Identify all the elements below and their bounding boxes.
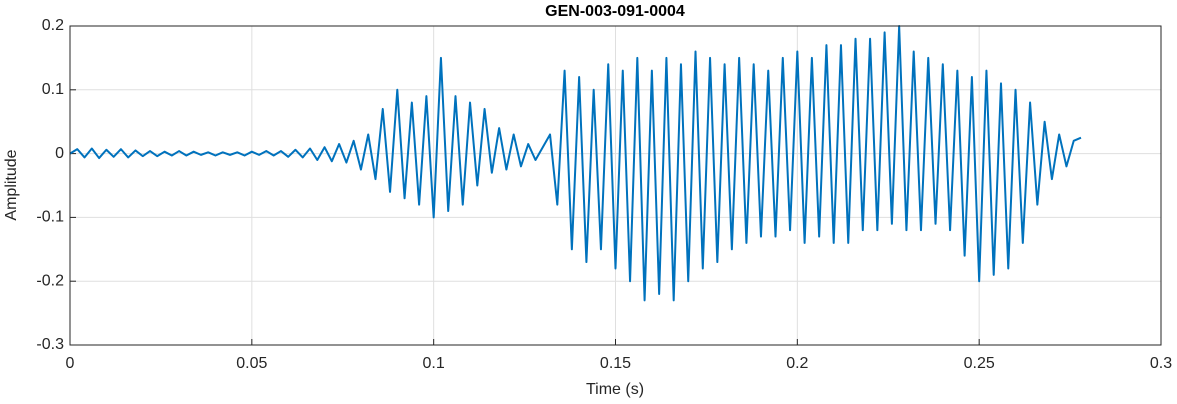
x-tick-label: 0.15	[600, 355, 631, 372]
y-axis-label: Amplitude	[3, 149, 20, 220]
x-tick-label: 0.05	[236, 355, 267, 372]
y-tick-label: 0.2	[42, 17, 64, 34]
y-tick-label: -0.3	[36, 336, 64, 353]
x-tick-label: 0	[66, 355, 75, 372]
x-tick-label: 0.2	[786, 355, 808, 372]
y-tick-label: 0	[55, 145, 64, 162]
x-axis-label: Time (s)	[586, 381, 644, 398]
x-tick-label: 0.1	[423, 355, 445, 372]
y-tick-label: 0.1	[42, 81, 64, 98]
x-tick-label: 0.25	[964, 355, 995, 372]
y-tick-label: -0.1	[36, 209, 64, 226]
waveform	[69, 25, 1082, 302]
y-tick-label: -0.2	[36, 272, 64, 289]
plot-frame	[69, 25, 1162, 346]
x-tick-label: 0.3	[1150, 355, 1172, 372]
chart-title: GEN-003-091-0004	[545, 3, 685, 20]
